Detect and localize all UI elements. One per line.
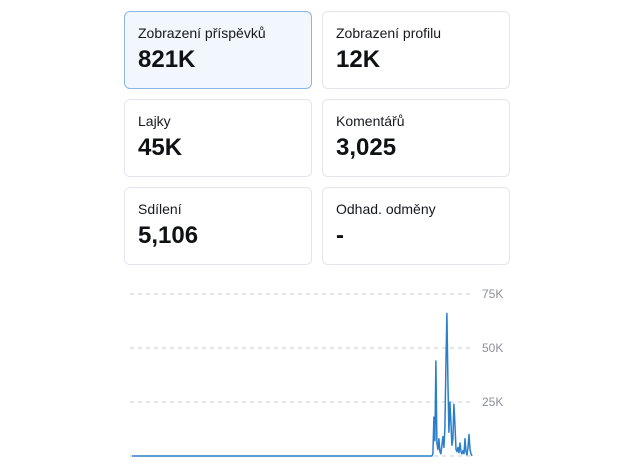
stat-card-likes[interactable]: Lajky 45K <box>124 99 312 177</box>
stat-value: 3,025 <box>336 134 397 161</box>
stat-value: 12K <box>336 46 381 73</box>
y-tick-label: 50K <box>482 341 503 355</box>
stat-value: 5,106 <box>138 222 199 249</box>
stat-label: Odhad. odměny <box>336 201 436 217</box>
stat-label: Zobrazení profilu <box>336 25 442 41</box>
stat-value: - <box>336 222 344 249</box>
y-tick-label: 25K <box>482 395 503 409</box>
stat-label: Sdílení <box>138 201 182 217</box>
chart-svg: 75K 50K 25K <box>130 287 503 457</box>
stat-label: Komentářů <box>336 113 405 129</box>
y-tick-label: 75K <box>482 287 503 301</box>
stat-label: Zobrazení příspěvků <box>138 25 266 41</box>
stat-card-post-views[interactable]: Zobrazení příspěvků 821K <box>124 11 312 89</box>
stat-value: 821K <box>138 46 196 73</box>
views-chart: 75K 50K 25K <box>0 280 624 460</box>
stat-card-profile-views[interactable]: Zobrazení profilu 12K <box>322 11 510 89</box>
series-line <box>132 312 473 457</box>
stat-value: 45K <box>138 134 183 161</box>
stat-card-shares[interactable]: Sdílení 5,106 <box>124 187 312 265</box>
stat-card-estimated-rewards[interactable]: Odhad. odměny - <box>322 187 510 265</box>
stat-card-comments[interactable]: Komentářů 3,025 <box>322 99 510 177</box>
stat-label: Lajky <box>138 113 171 129</box>
